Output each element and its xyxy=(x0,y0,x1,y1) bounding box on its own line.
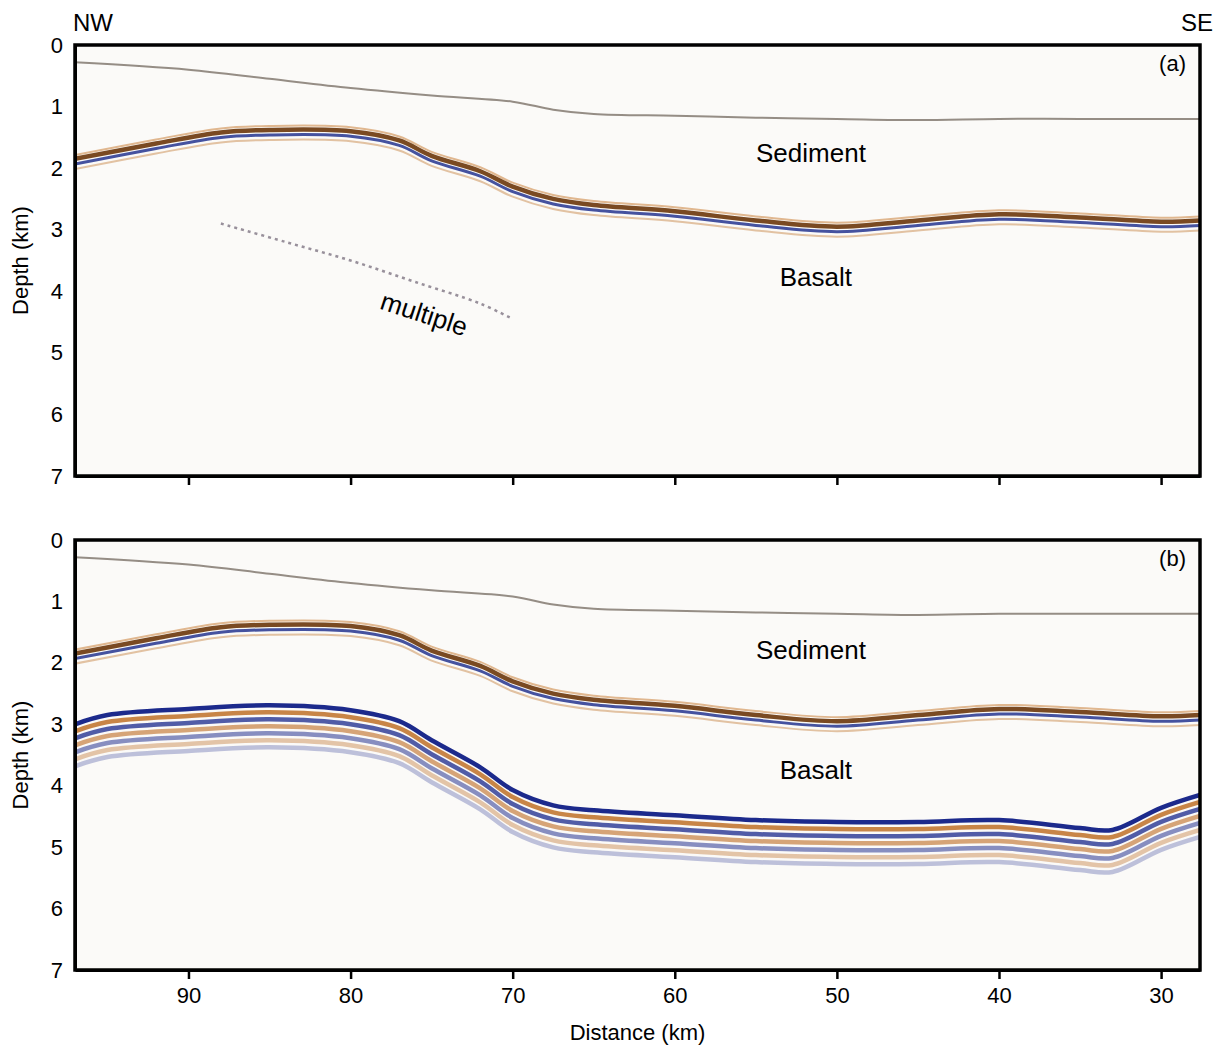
x-tick-label: 90 xyxy=(177,983,201,1008)
y-tick-label: 0 xyxy=(51,33,63,58)
y-tick: 6 xyxy=(51,896,75,921)
y-tick-label: 4 xyxy=(51,279,63,304)
y-tick: 1 xyxy=(51,589,75,614)
y-axis: 0 1 2 3 4 5 6 7 xyxy=(51,33,76,489)
reflector-band xyxy=(75,747,1200,872)
x-tick-label: 30 xyxy=(1149,983,1173,1008)
reflector-band xyxy=(75,140,1200,237)
x-tick: 80 xyxy=(339,970,363,1008)
y-tick: 5 xyxy=(51,835,75,860)
reflector-band xyxy=(75,740,1200,865)
x-tick: 50 xyxy=(825,970,849,1008)
panel-title: (b) xyxy=(1159,546,1186,571)
horizon-line xyxy=(75,557,1200,615)
y-tick-label: 1 xyxy=(51,589,63,614)
y-tick: 1 xyxy=(51,94,75,119)
y-tick: 3 xyxy=(51,712,75,737)
y-tick-label: 5 xyxy=(51,340,63,365)
panel: 90 80 70 60 50 40 30 0 1 2 3 4 5 6 7 (b) Depth (km) Dista… xyxy=(8,528,1201,1045)
y-axis: 0 1 2 3 4 5 6 7 xyxy=(51,528,76,983)
x-tick-label: 80 xyxy=(339,983,363,1008)
annotation: multiple xyxy=(377,286,471,342)
y-tick-label: 0 xyxy=(51,528,63,553)
x-axis: 90 80 70 60 50 40 30 xyxy=(76,970,1201,1008)
horizon-line xyxy=(75,705,1200,830)
y-tick: 2 xyxy=(51,650,75,675)
x-tick: 60 xyxy=(663,970,687,1008)
y-tick-label: 2 xyxy=(51,650,63,675)
annotation: Sediment xyxy=(756,138,867,168)
y-tick: 0 xyxy=(51,528,75,553)
horizon-line xyxy=(75,62,1200,120)
x-tick: 70 xyxy=(501,970,525,1008)
x-tick: 30 xyxy=(1149,970,1173,1008)
horizon-line xyxy=(221,224,513,319)
y-tick-label: 7 xyxy=(51,464,63,489)
y-tick: 4 xyxy=(51,279,75,304)
y-tick-label: 3 xyxy=(51,217,63,242)
y-tick-label: 1 xyxy=(51,94,63,119)
y-tick: 4 xyxy=(51,773,75,798)
reflector-band xyxy=(75,733,1200,858)
x-axis-title: Distance (km) xyxy=(570,1020,706,1045)
plot-frame xyxy=(75,45,1200,476)
reflector-band xyxy=(75,712,1200,837)
chart-root: 0 1 2 3 4 5 6 7 (a) NW SE Depth (km) Sediment Basalt m… xyxy=(0,0,1223,1059)
direction-label: SE xyxy=(1181,9,1213,36)
y-tick: 7 xyxy=(51,464,75,489)
direction-label: NW xyxy=(73,9,113,36)
y-tick-label: 6 xyxy=(51,402,63,427)
reflector-band xyxy=(75,719,1200,844)
x-tick-label: 50 xyxy=(825,983,849,1008)
annotation: Sediment xyxy=(756,635,867,665)
reflector-band xyxy=(75,135,1200,232)
panel-title: (a) xyxy=(1159,51,1186,76)
panel: 0 1 2 3 4 5 6 7 (a) NW SE Depth (km) Sediment Basalt m… xyxy=(8,9,1213,489)
y-tick: 5 xyxy=(51,340,75,365)
annotation: Basalt xyxy=(780,262,853,292)
y-tick: 3 xyxy=(51,217,75,242)
y-tick-label: 5 xyxy=(51,835,63,860)
y-axis-title: Depth (km) xyxy=(8,701,33,810)
y-tick-label: 2 xyxy=(51,156,63,181)
x-tick-label: 70 xyxy=(501,983,525,1008)
y-axis-title: Depth (km) xyxy=(8,206,33,315)
annotation: Basalt xyxy=(780,755,853,785)
x-tick: 40 xyxy=(987,970,1011,1008)
y-tick-label: 6 xyxy=(51,896,63,921)
plot-area xyxy=(75,62,1200,319)
y-tick-label: 7 xyxy=(51,958,63,983)
plot-frame xyxy=(75,540,1200,970)
y-tick: 2 xyxy=(51,156,75,181)
plot-background xyxy=(75,540,1200,970)
plot-area xyxy=(75,557,1200,873)
reflector-band xyxy=(75,634,1200,731)
y-tick: 7 xyxy=(51,958,75,983)
x-tick-label: 60 xyxy=(663,983,687,1008)
x-tick-label: 40 xyxy=(987,983,1011,1008)
y-tick-label: 4 xyxy=(51,773,63,798)
y-tick: 0 xyxy=(51,33,75,58)
plot-background xyxy=(75,45,1200,476)
reflector-band xyxy=(75,726,1200,851)
y-tick: 6 xyxy=(51,402,75,427)
x-tick: 90 xyxy=(177,970,201,1008)
y-tick-label: 3 xyxy=(51,712,63,737)
